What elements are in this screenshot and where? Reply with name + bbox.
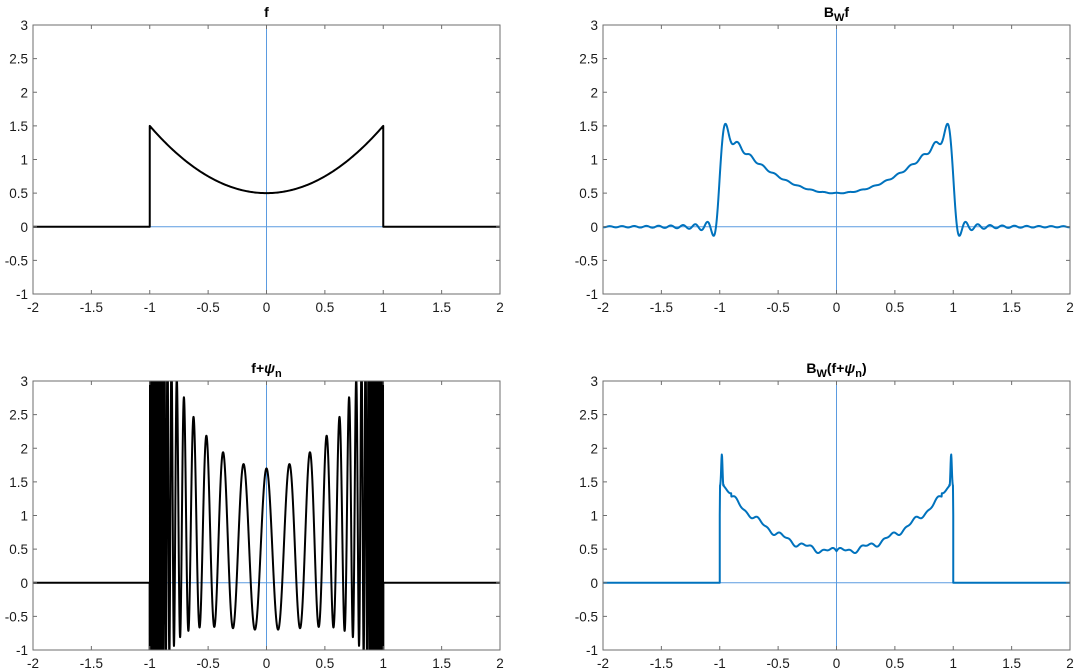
x-tick-label: 1.5 bbox=[1002, 300, 1021, 315]
y-tick-label: 0 bbox=[20, 576, 28, 591]
x-tick-label: -0.5 bbox=[766, 300, 789, 315]
y-tick-label: -1 bbox=[16, 287, 28, 302]
x-tick-label: 0.5 bbox=[885, 300, 904, 315]
y-tick-label: 2 bbox=[20, 85, 28, 100]
y-tick-label: 0 bbox=[20, 220, 28, 235]
y-tick-label: 2 bbox=[590, 85, 598, 100]
chart-title: BWf bbox=[824, 4, 850, 24]
y-tick-label: 1.5 bbox=[9, 119, 28, 134]
y-tick-label: 1.5 bbox=[579, 475, 598, 490]
x-tick-label: -2 bbox=[597, 656, 609, 671]
y-tick-label: 0.5 bbox=[579, 542, 598, 557]
y-tick-label: 1.5 bbox=[579, 119, 598, 134]
y-tick-label: -0.5 bbox=[5, 253, 28, 268]
y-tick-label: 1 bbox=[590, 509, 598, 524]
y-tick-label: 0 bbox=[590, 220, 598, 235]
chart-title: f+ψn bbox=[251, 360, 282, 380]
x-tick-label: -2 bbox=[597, 300, 609, 315]
data-series-line bbox=[603, 453, 1070, 584]
x-tick-label: -1.5 bbox=[650, 656, 673, 671]
x-tick-label: 1 bbox=[379, 656, 387, 671]
x-tick-label: -2 bbox=[27, 656, 39, 671]
x-tick-label: -1 bbox=[714, 656, 726, 671]
x-tick-label: -1 bbox=[714, 300, 726, 315]
x-tick-label: 1.5 bbox=[1002, 656, 1021, 671]
x-tick-label: 0.5 bbox=[885, 656, 904, 671]
x-tick-label: -2 bbox=[27, 300, 39, 315]
x-tick-label: 0.5 bbox=[315, 656, 334, 671]
y-tick-label: 0.5 bbox=[579, 186, 598, 201]
x-tick-label: 1 bbox=[949, 656, 957, 671]
x-tick-label: -0.5 bbox=[196, 300, 219, 315]
x-tick-label: -1 bbox=[144, 300, 156, 315]
y-tick-label: 0.5 bbox=[9, 186, 28, 201]
y-tick-label: 2.5 bbox=[579, 52, 598, 67]
x-tick-label: 0 bbox=[263, 300, 271, 315]
y-tick-label: -1 bbox=[586, 287, 598, 302]
y-tick-label: 3 bbox=[20, 18, 28, 33]
data-series-line bbox=[603, 122, 1070, 237]
y-tick-label: -0.5 bbox=[5, 609, 28, 624]
chart-title: BW(f+ψn) bbox=[806, 360, 866, 380]
x-tick-label: 1 bbox=[949, 300, 957, 315]
y-tick-label: 1 bbox=[20, 509, 28, 524]
x-tick-label: 2 bbox=[1066, 656, 1074, 671]
y-tick-label: 2 bbox=[20, 441, 28, 456]
x-tick-label: -0.5 bbox=[196, 656, 219, 671]
y-tick-label: 0 bbox=[590, 576, 598, 591]
x-tick-label: -1.5 bbox=[80, 300, 103, 315]
x-tick-label: 0.5 bbox=[315, 300, 334, 315]
x-tick-label: -1.5 bbox=[650, 300, 673, 315]
x-tick-label: 2 bbox=[1066, 300, 1074, 315]
plot-panel-f: -2 -1.5 -1 -0.5 0 0.5 1 1.5 2 -1 -0.5 0 0.5 1 1.5 2 2.5 3… bbox=[5, 4, 504, 315]
x-tick-label: -1.5 bbox=[80, 656, 103, 671]
y-tick-label: -1 bbox=[16, 643, 28, 658]
y-tick-label: 2.5 bbox=[579, 408, 598, 423]
y-tick-label: 3 bbox=[590, 18, 598, 33]
x-tick-label: -0.5 bbox=[766, 656, 789, 671]
y-tick-label: -1 bbox=[586, 643, 598, 658]
x-tick-label: 0 bbox=[833, 656, 841, 671]
x-tick-label: 1 bbox=[379, 300, 387, 315]
y-tick-label: 1.5 bbox=[9, 475, 28, 490]
plot-panel-bandlimited-f: -2 -1.5 -1 -0.5 0 0.5 1 1.5 2 -1 -0.5 0 0.5 1 1.5 2 2.5 3… bbox=[575, 4, 1074, 315]
y-tick-label: -0.5 bbox=[575, 609, 598, 624]
data-series-line bbox=[33, 124, 500, 228]
y-tick-label: 1 bbox=[590, 153, 598, 168]
plot-panel-bandlimited-f-plus-psi: -2 -1.5 -1 -0.5 0 0.5 1 1.5 2 -1 -0.5 0 0.5 1 1.5 2 2.5 3… bbox=[575, 360, 1074, 671]
chart-title: f bbox=[264, 4, 269, 20]
y-tick-label: 3 bbox=[590, 374, 598, 389]
y-tick-label: 0.5 bbox=[9, 542, 28, 557]
y-tick-label: -0.5 bbox=[575, 253, 598, 268]
y-tick-label: 2.5 bbox=[9, 408, 28, 423]
y-tick-label: 3 bbox=[20, 374, 28, 389]
x-tick-label: 1.5 bbox=[432, 656, 451, 671]
y-tick-label: 1 bbox=[20, 153, 28, 168]
x-tick-label: 0 bbox=[263, 656, 271, 671]
x-tick-label: 0 bbox=[833, 300, 841, 315]
y-tick-label: 2.5 bbox=[9, 52, 28, 67]
x-tick-label: 1.5 bbox=[432, 300, 451, 315]
x-tick-label: 2 bbox=[496, 300, 504, 315]
data-series-line bbox=[33, 381, 500, 650]
x-tick-label: -1 bbox=[144, 656, 156, 671]
y-tick-label: 2 bbox=[590, 441, 598, 456]
x-tick-label: 2 bbox=[496, 656, 504, 671]
plot-panel-f-plus-psi: -2 -1.5 -1 -0.5 0 0.5 1 1.5 2 -1 -0.5 0 0.5 1 1.5 2 2.5 3… bbox=[5, 360, 504, 671]
